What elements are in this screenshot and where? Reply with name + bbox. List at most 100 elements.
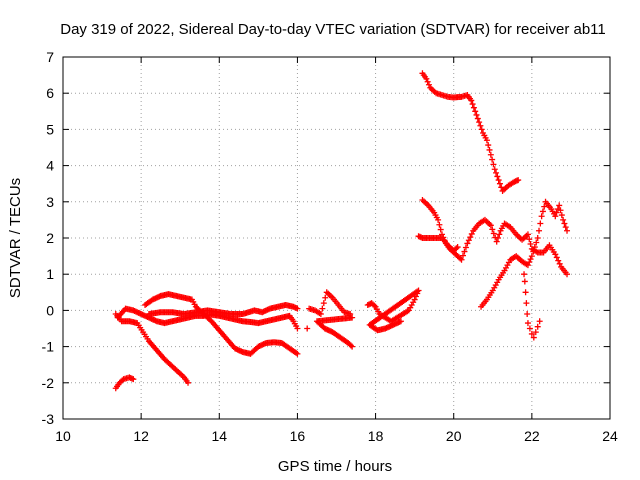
data-point bbox=[538, 213, 545, 220]
y-tick-label: 0 bbox=[46, 302, 54, 318]
series-track-i bbox=[419, 196, 571, 278]
data-point bbox=[528, 253, 535, 260]
data-point bbox=[487, 151, 494, 158]
data-point bbox=[524, 311, 531, 318]
data-point bbox=[534, 235, 541, 241]
data-point bbox=[457, 255, 464, 262]
data-point bbox=[347, 342, 354, 349]
data-point bbox=[556, 260, 563, 267]
y-tick-label: 6 bbox=[46, 85, 54, 101]
data-point bbox=[458, 256, 465, 263]
series-track-h bbox=[419, 70, 522, 194]
data-point bbox=[555, 257, 562, 264]
data-point bbox=[476, 119, 483, 126]
data-point bbox=[130, 376, 137, 383]
x-tick-label: 12 bbox=[133, 428, 149, 444]
data-point bbox=[424, 78, 431, 85]
x-tick-label: 10 bbox=[55, 428, 71, 444]
data-point bbox=[411, 296, 418, 303]
x-tick-label: 20 bbox=[446, 428, 462, 444]
y-tick-label: -1 bbox=[42, 339, 55, 355]
data-point bbox=[486, 146, 493, 153]
data-point bbox=[473, 111, 480, 118]
data-point bbox=[553, 254, 560, 261]
data-point bbox=[397, 318, 404, 325]
data-point bbox=[533, 239, 540, 246]
y-tick-label: 1 bbox=[46, 266, 54, 282]
data-point bbox=[436, 221, 443, 228]
data-point bbox=[536, 227, 543, 234]
data-point bbox=[185, 379, 192, 386]
y-tick-label: 5 bbox=[46, 121, 54, 137]
data-point bbox=[526, 259, 533, 266]
data-point bbox=[294, 305, 301, 312]
y-axis-label: SDTVAR / TECUs bbox=[7, 178, 24, 298]
x-tick-label: 24 bbox=[602, 428, 618, 444]
data-point bbox=[478, 126, 485, 133]
x-tick-label: 18 bbox=[368, 428, 384, 444]
data-point bbox=[526, 325, 533, 332]
series-track-e bbox=[145, 301, 301, 318]
data-point bbox=[552, 213, 559, 220]
data-point bbox=[317, 311, 324, 318]
data-point bbox=[423, 75, 430, 82]
data-point bbox=[522, 289, 529, 296]
data-point bbox=[523, 300, 530, 307]
data-point bbox=[490, 230, 497, 237]
data-point bbox=[322, 294, 329, 301]
data-point bbox=[528, 330, 535, 337]
data-point bbox=[489, 226, 496, 233]
data-point bbox=[454, 244, 461, 251]
data-point bbox=[487, 222, 494, 229]
data-point bbox=[494, 173, 501, 180]
data-point bbox=[472, 108, 479, 115]
data-point bbox=[539, 208, 546, 215]
data-point bbox=[527, 256, 534, 263]
data-point bbox=[474, 115, 481, 122]
data-point bbox=[530, 248, 537, 255]
series-track-a bbox=[112, 374, 137, 392]
data-point bbox=[437, 226, 444, 233]
series-track-b bbox=[112, 311, 192, 386]
data-point bbox=[564, 271, 571, 278]
x-tick-label: 16 bbox=[290, 428, 306, 444]
data-point bbox=[496, 180, 503, 187]
series-track-j bbox=[415, 233, 461, 254]
y-tick-label: 7 bbox=[46, 49, 54, 65]
data-point bbox=[462, 244, 469, 251]
data-point bbox=[496, 231, 503, 238]
data-point bbox=[477, 122, 484, 129]
data-point bbox=[521, 271, 528, 278]
data-point bbox=[304, 325, 311, 332]
y-tick-label: -2 bbox=[42, 375, 55, 391]
data-point bbox=[494, 235, 501, 241]
data-point bbox=[561, 220, 568, 227]
series-track-g bbox=[364, 287, 422, 334]
data-point bbox=[293, 349, 300, 356]
data-point bbox=[524, 320, 531, 327]
data-point bbox=[495, 177, 502, 184]
y-tick-label: 4 bbox=[46, 158, 54, 174]
data-point bbox=[560, 216, 567, 223]
data-point bbox=[468, 97, 475, 104]
data-point bbox=[319, 305, 326, 312]
data-point bbox=[490, 161, 497, 168]
y-tick-label: 2 bbox=[46, 230, 54, 246]
data-point bbox=[526, 236, 533, 243]
data-point bbox=[294, 350, 301, 357]
data-point bbox=[532, 329, 539, 336]
data-point bbox=[483, 137, 490, 144]
series-track-l bbox=[521, 271, 543, 341]
data-point bbox=[294, 325, 301, 332]
y-tick-label: -3 bbox=[42, 411, 55, 427]
data-point bbox=[489, 156, 496, 163]
data-point bbox=[349, 343, 356, 350]
data-point bbox=[556, 202, 563, 209]
grid-lines bbox=[63, 57, 610, 419]
chart-title: Day 319 of 2022, Sidereal Day-to-day VTE… bbox=[60, 21, 606, 38]
data-point bbox=[459, 252, 466, 259]
data-series bbox=[112, 70, 571, 392]
x-tick-label: 22 bbox=[524, 428, 540, 444]
data-point bbox=[553, 209, 560, 216]
